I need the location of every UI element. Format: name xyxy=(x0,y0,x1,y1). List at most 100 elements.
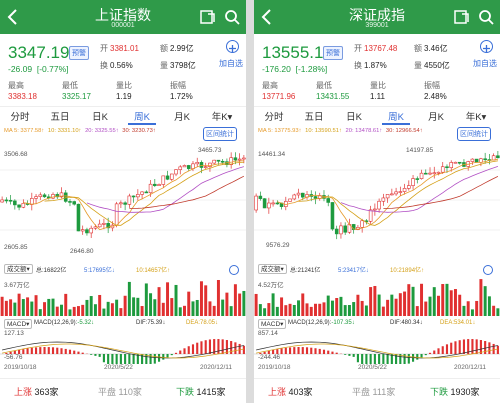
range-stats-button[interactable]: 区间统计 xyxy=(457,127,491,141)
date-axis: 2019/10/18 2020/5/22 2020/12/11 xyxy=(0,364,246,374)
share-icon[interactable] xyxy=(454,10,470,24)
volume-bar xyxy=(132,297,136,316)
tab-monthly-k[interactable]: 月K xyxy=(428,112,444,123)
search-icon[interactable] xyxy=(478,9,494,25)
gear-icon[interactable] xyxy=(483,265,493,275)
ma-line xyxy=(129,175,245,209)
high-label: 最高 xyxy=(262,81,278,90)
ma10-value: 10: 3331.10↑ xyxy=(47,128,82,134)
volume-bar xyxy=(254,293,258,316)
ratio-label: 量比 xyxy=(116,81,132,90)
flat-count: 平盘 110家 xyxy=(98,387,142,397)
candle-body xyxy=(174,169,178,175)
volume-type-dropdown[interactable]: 成交额▾ xyxy=(258,264,287,274)
volume-bar xyxy=(453,289,457,316)
tab-daily-k[interactable]: 日K xyxy=(346,112,362,123)
price-change: -176.20 [-1.28%] xyxy=(262,64,328,74)
alert-button[interactable]: 预警 xyxy=(69,46,89,60)
macd-type-dropdown[interactable]: MACD▾ xyxy=(258,319,287,329)
tab-intraday[interactable]: 分时 xyxy=(264,112,284,123)
volume-ma5: 5:23417亿↓ xyxy=(338,268,369,274)
tab-five-day[interactable]: 五日 xyxy=(50,112,70,123)
range-stats-button[interactable]: 区间统计 xyxy=(203,127,237,141)
add-circle-icon[interactable] xyxy=(480,40,493,53)
macd-chart: 857.14 -244.46 xyxy=(254,330,500,369)
candle-body xyxy=(233,157,238,161)
volume-bar xyxy=(178,307,182,316)
back-arrow-icon[interactable] xyxy=(6,8,20,26)
macd-params: MACD(12,26,9):-5.32↓ xyxy=(34,320,95,326)
tab-daily-k[interactable]: 日K xyxy=(92,112,108,123)
current-price: 3347.19 xyxy=(8,43,70,62)
volume-bar xyxy=(38,309,42,316)
amount-value: 额 2.99亿 xyxy=(160,44,194,53)
volume-bar xyxy=(373,285,377,316)
volume-bar xyxy=(403,291,407,316)
candle-body xyxy=(114,203,119,226)
volume-value: 量 3798亿 xyxy=(160,61,196,70)
tab-weekly-k[interactable]: 周K xyxy=(134,112,150,123)
search-icon[interactable] xyxy=(224,9,240,25)
back-arrow-icon[interactable] xyxy=(260,8,274,26)
high-label: 最高 xyxy=(8,81,24,90)
add-watchlist-button[interactable]: 加自选 xyxy=(219,59,243,68)
volume-bar xyxy=(466,301,470,316)
volume-bar xyxy=(76,306,80,316)
ma30-value: 30: 12966.54↑ xyxy=(385,128,423,134)
candle-body xyxy=(34,196,38,199)
candle-body xyxy=(68,201,72,203)
tab-yearly-k[interactable]: 年K▾ xyxy=(211,112,233,123)
volume-bar xyxy=(271,293,275,316)
macd-y-bottom: -56.76 xyxy=(4,354,23,361)
add-circle-icon[interactable] xyxy=(226,40,239,53)
volume-bar xyxy=(386,299,390,316)
ratio-value: 1.11 xyxy=(370,92,385,101)
macd-dif: DIF:480.34↓ xyxy=(390,320,423,326)
volume-bar xyxy=(110,303,114,316)
volume-bar xyxy=(258,304,262,316)
tab-weekly-k[interactable]: 周K xyxy=(388,112,404,123)
kline-chart[interactable]: 14461.34 14197.85 9576.29 xyxy=(254,140,500,260)
volume-bar xyxy=(140,306,144,316)
volume-bar xyxy=(420,283,424,316)
candle-body xyxy=(8,199,13,202)
low-value: 3325.17 xyxy=(62,92,91,101)
open-price: 开 3381.01 xyxy=(100,44,139,53)
macd-dea: DEA:534.01↓ xyxy=(440,320,476,326)
candle-body xyxy=(131,195,136,198)
low-marker-label: 9576.29 xyxy=(266,242,290,249)
volume-bar xyxy=(153,299,157,316)
macd-type-dropdown[interactable]: MACD▾ xyxy=(4,319,33,329)
share-icon[interactable] xyxy=(200,10,216,24)
tab-intraday[interactable]: 分时 xyxy=(10,112,30,123)
volume-type-dropdown[interactable]: 成交额▾ xyxy=(4,264,33,274)
up-count: 上涨 403家 xyxy=(268,387,313,397)
alert-button[interactable]: 预警 xyxy=(323,46,343,60)
candle-body xyxy=(373,208,377,211)
macd-y-top: 857.14 xyxy=(258,330,278,337)
down-count: 下跌 1415家 xyxy=(176,387,226,397)
candle-body xyxy=(85,229,89,234)
candle-body xyxy=(288,198,292,202)
index-code: 000001 xyxy=(111,22,135,29)
tab-yearly-k[interactable]: 年K▾ xyxy=(465,112,487,123)
tab-monthly-k[interactable]: 月K xyxy=(174,112,190,123)
tab-five-day[interactable]: 五日 xyxy=(304,112,324,123)
high-value: 13771.96 xyxy=(262,92,296,101)
candle-body xyxy=(445,166,449,169)
volume-bar xyxy=(51,298,55,316)
gear-icon[interactable] xyxy=(229,265,239,275)
candle-body xyxy=(242,157,246,160)
kline-chart[interactable]: 3506.68 2605.85 3465.73 2646.80 xyxy=(0,140,246,260)
candle-body xyxy=(440,166,445,173)
volume-bar xyxy=(170,298,174,316)
volume-bar xyxy=(377,294,381,316)
kline-svg xyxy=(254,150,500,240)
volume-bar xyxy=(123,295,127,316)
volume-ma5: 5:17695亿↓ xyxy=(84,268,115,274)
volume-bar xyxy=(225,292,229,316)
candle-body xyxy=(258,195,263,199)
candle-body xyxy=(262,198,267,209)
add-watchlist-button[interactable]: 加自选 xyxy=(473,59,497,68)
candle-body xyxy=(411,178,415,186)
